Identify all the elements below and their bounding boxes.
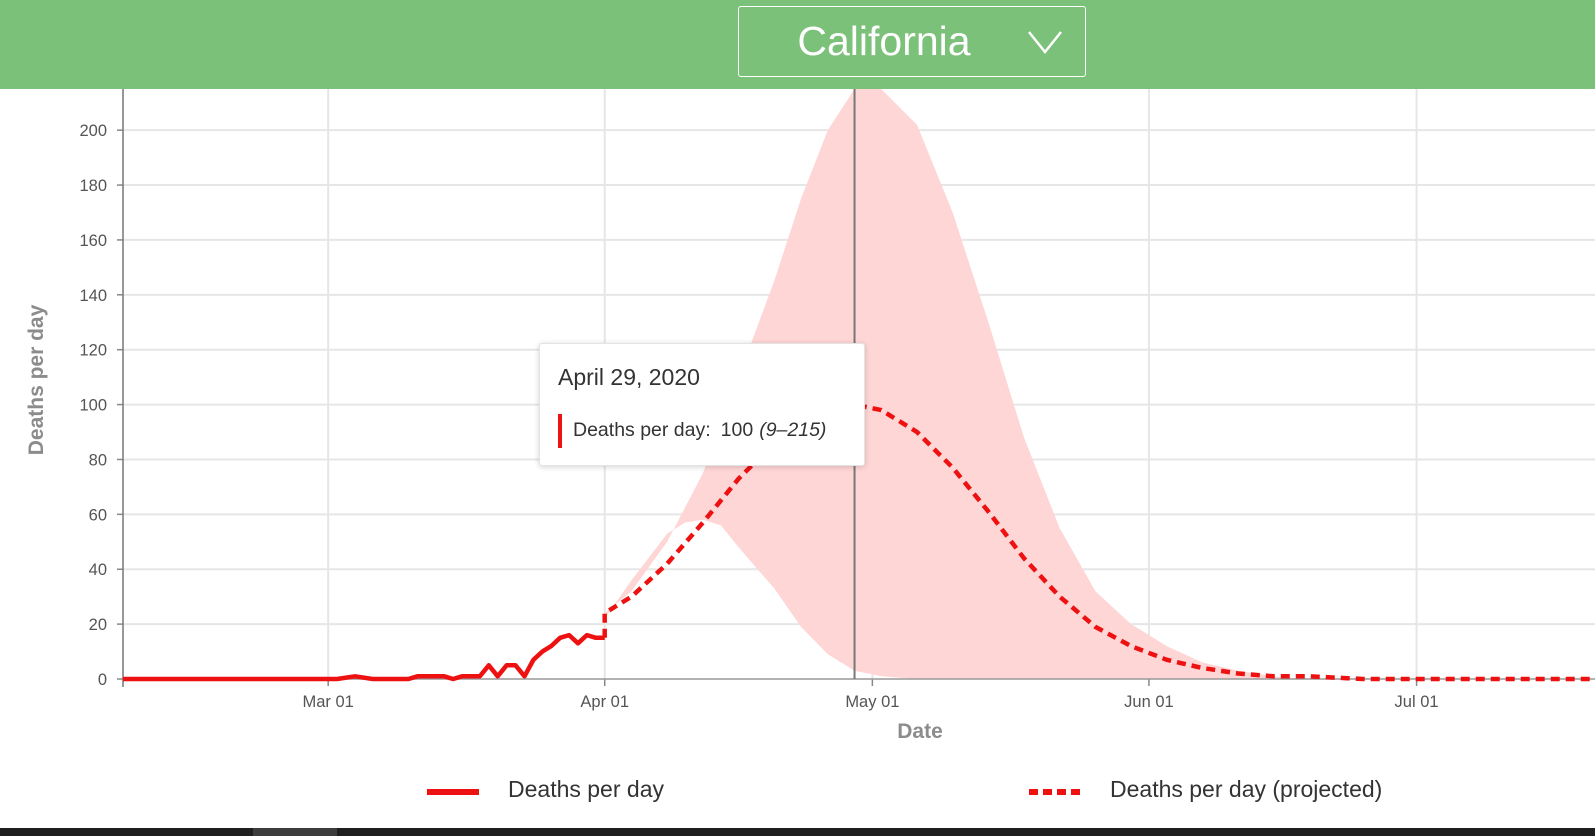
x-tick-label: Mar 01: [303, 693, 354, 711]
y-tick-label: 200: [79, 122, 107, 140]
y-tick-label: 160: [79, 232, 107, 250]
legend-swatch-dashed: [1029, 789, 1081, 795]
header-bar: California: [0, 0, 1595, 89]
y-tick-label: 20: [89, 616, 107, 634]
tooltip-date: April 29, 2020: [558, 364, 700, 390]
hover-tooltip: April 29, 2020 Deaths per day: 100 (9–215): [539, 343, 865, 466]
tick-labels: 0 20 40 60 80 100 120 140 160 180 200 Mar 01 Apr 01 M…: [79, 122, 1438, 711]
tooltip-range: (9–215): [759, 419, 827, 441]
y-tick-label: 140: [79, 287, 107, 305]
legend-item-projected[interactable]: Deaths per day (projected): [1029, 774, 1429, 806]
y-axis-title: Deaths per day: [25, 304, 48, 455]
y-tick-label: 100: [79, 397, 107, 415]
tooltip-value: 100: [720, 419, 754, 441]
series-line-observed: [123, 632, 605, 682]
y-tick-label: 80: [89, 451, 107, 469]
chevron-down-icon: [1028, 31, 1062, 55]
region-dropdown-label: California: [797, 18, 971, 64]
y-tick-label: 40: [89, 561, 107, 579]
y-tick-label: 120: [79, 342, 107, 360]
y-tick-label: 180: [79, 177, 107, 195]
uncertainty-band-layer: [604, 89, 1301, 679]
x-tick-label: Apr 01: [580, 693, 629, 711]
x-tick-label: May 01: [845, 693, 899, 711]
tooltip-series-marker: [558, 414, 562, 448]
x-tick-label: Jul 01: [1395, 693, 1439, 711]
series-line-projected: [602, 402, 1595, 682]
region-dropdown[interactable]: California: [738, 6, 1086, 77]
uncertainty-band: [604, 89, 1301, 679]
y-tick-label: 60: [89, 506, 107, 524]
x-axis-title: Date: [897, 720, 943, 743]
x-tick-label: Jun 01: [1124, 693, 1174, 711]
legend-label-observed: Deaths per day: [508, 776, 664, 802]
y-tick-label: 0: [98, 671, 107, 689]
legend-swatch-solid: [427, 789, 479, 795]
legend-label-projected: Deaths per day (projected): [1110, 776, 1383, 802]
tooltip-series-label: Deaths per day:: [573, 419, 711, 441]
taskbar-strip: [0, 828, 1595, 836]
legend-item-observed[interactable]: Deaths per day: [427, 774, 687, 806]
tooltip-row: Deaths per day: 100 (9–215): [573, 419, 826, 442]
